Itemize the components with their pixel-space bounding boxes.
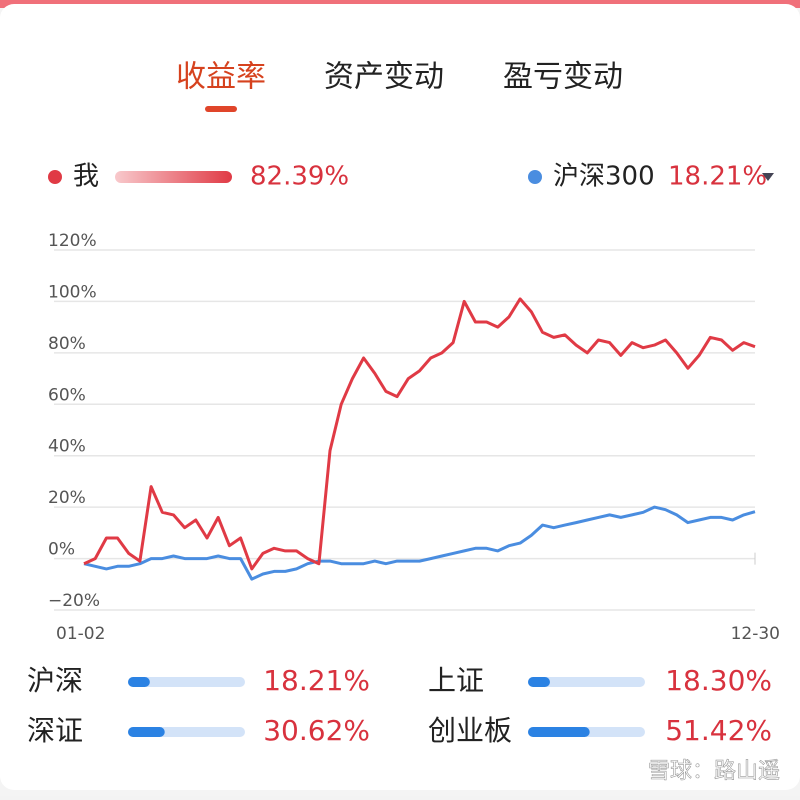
index-bar xyxy=(128,727,165,737)
dropdown-arrow[interactable] xyxy=(762,173,774,181)
watermark: 雪球：路山遥 xyxy=(648,759,780,784)
y-tick-label: 120% xyxy=(48,231,97,251)
index-name: 深证 xyxy=(27,714,83,747)
legend-return: 18.21% xyxy=(668,162,767,192)
tab[interactable]: 盈亏变动 xyxy=(503,60,623,95)
index-bar xyxy=(528,727,590,737)
index-bar xyxy=(128,677,150,687)
index-name: 沪深 xyxy=(27,664,83,697)
y-tick-label: 100% xyxy=(48,282,97,302)
x-tick-label: 01-02 xyxy=(56,624,105,644)
y-tick-label: 0% xyxy=(48,540,75,560)
x-tick-label: 12-30 xyxy=(731,624,780,644)
series-line xyxy=(83,505,756,581)
legend-name: 沪深300 xyxy=(553,162,655,192)
y-tick-label: 80% xyxy=(48,334,86,354)
legend-dot xyxy=(528,170,542,184)
index-bar-track xyxy=(128,677,245,687)
index-bar-track xyxy=(528,677,645,687)
legend-dot xyxy=(48,170,62,184)
index-value: 18.30% xyxy=(665,664,772,697)
legend-name: 我 xyxy=(73,162,99,192)
series-line xyxy=(83,297,756,571)
y-tick-label: 60% xyxy=(48,385,86,405)
index-value: 51.42% xyxy=(665,714,772,747)
tab-underline xyxy=(205,106,237,112)
tab[interactable]: 资产变动 xyxy=(324,60,444,95)
index-bar xyxy=(528,677,550,687)
tab[interactable]: 收益率 xyxy=(176,60,266,95)
index-value: 18.21% xyxy=(263,664,370,697)
index-value: 30.62% xyxy=(263,714,370,747)
y-tick-label: −20% xyxy=(48,591,100,611)
card xyxy=(0,4,800,790)
legend-bar xyxy=(115,171,232,183)
index-name: 创业板 xyxy=(428,714,512,747)
y-tick-label: 20% xyxy=(48,488,86,508)
y-tick-label: 40% xyxy=(48,437,86,457)
legend-return: 82.39% xyxy=(250,162,349,192)
index-name: 上证 xyxy=(428,664,484,697)
